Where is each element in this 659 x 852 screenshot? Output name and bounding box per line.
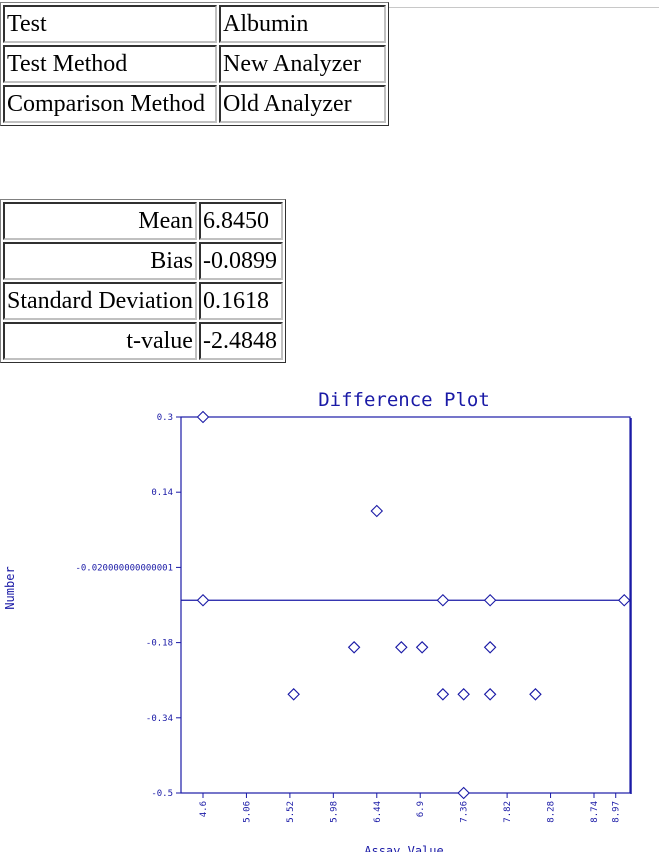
data-point bbox=[457, 786, 470, 800]
table-row: Comparison Method Old Analyzer bbox=[3, 85, 386, 123]
row-value: New Analyzer bbox=[219, 45, 386, 83]
data-point bbox=[529, 688, 542, 701]
stat-label: t-value bbox=[3, 322, 197, 360]
data-point bbox=[483, 593, 497, 607]
stat-value: 6.8450 bbox=[198, 202, 283, 240]
x-tick-label: 5.98 bbox=[329, 801, 339, 823]
y-axis-label: Number bbox=[3, 566, 17, 609]
table-row: Standard Deviation 0.1618 bbox=[3, 282, 283, 320]
data-point bbox=[370, 504, 384, 518]
x-tick-label: 4.6 bbox=[199, 801, 209, 817]
stat-label: Bias bbox=[3, 242, 197, 280]
data-point bbox=[436, 688, 450, 701]
difference-plot: Difference Plot 0.3 0.14 -0.02000000000000… bbox=[3, 389, 632, 852]
table-row: Bias -0.0899 bbox=[3, 242, 283, 280]
plot-area-border bbox=[180, 416, 631, 794]
y-tick-label: 0.14 bbox=[151, 488, 173, 498]
x-tick-label: 7.82 bbox=[503, 801, 513, 823]
data-point bbox=[483, 688, 497, 701]
x-tick-label: 5.52 bbox=[286, 801, 296, 823]
stat-label: Standard Deviation bbox=[3, 282, 197, 320]
x-tick-label: 6.44 bbox=[373, 801, 383, 823]
data-point bbox=[483, 641, 497, 654]
y-tick-label: -0.020000000000001 bbox=[75, 563, 173, 573]
table-row: Mean 6.8450 bbox=[3, 202, 283, 240]
y-tick-label: -0.5 bbox=[151, 789, 173, 799]
chart-title: Difference Plot bbox=[318, 389, 490, 411]
table-row: t-value -2.4848 bbox=[3, 322, 283, 360]
x-tick-label: 8.28 bbox=[547, 801, 557, 823]
x-tick-label: 8.97 bbox=[612, 801, 622, 823]
x-tick-label: 5.06 bbox=[242, 801, 252, 823]
data-point bbox=[415, 641, 429, 654]
row-label: Test Method bbox=[3, 45, 217, 83]
test-info-table: Test Albumin Test Method New Analyzer Co… bbox=[0, 2, 389, 126]
data-point bbox=[347, 641, 361, 654]
stat-label: Mean bbox=[3, 202, 197, 240]
y-tick-label: -0.34 bbox=[146, 714, 173, 724]
data-point bbox=[395, 641, 408, 654]
data-point bbox=[196, 593, 210, 607]
data-point bbox=[287, 688, 300, 701]
row-label: Comparison Method bbox=[3, 85, 217, 123]
y-tick-label: 0.3 bbox=[157, 413, 173, 423]
row-label: Test bbox=[3, 5, 217, 43]
statistics-table: Mean 6.8450 Bias -0.0899 Standard Deviat… bbox=[0, 199, 286, 363]
data-point bbox=[457, 688, 470, 701]
x-tick-label: 7.36 bbox=[460, 801, 470, 823]
data-point bbox=[196, 410, 210, 424]
x-axis-label: Assay Value bbox=[364, 844, 443, 852]
data-point bbox=[436, 593, 450, 607]
row-value: Old Analyzer bbox=[219, 85, 386, 123]
row-value: Albumin bbox=[219, 5, 386, 43]
data-point bbox=[617, 593, 631, 607]
x-tick-label: 6.9 bbox=[416, 801, 426, 817]
top-divider bbox=[388, 7, 659, 8]
stat-value: -0.0899 bbox=[198, 242, 283, 280]
stat-value: 0.1618 bbox=[198, 282, 283, 320]
stat-value: -2.4848 bbox=[198, 322, 283, 360]
table-row: Test Method New Analyzer bbox=[3, 45, 386, 83]
table-row: Test Albumin bbox=[3, 5, 386, 43]
x-tick-label: 8.74 bbox=[590, 801, 600, 823]
y-tick-label: -0.18 bbox=[146, 639, 173, 649]
